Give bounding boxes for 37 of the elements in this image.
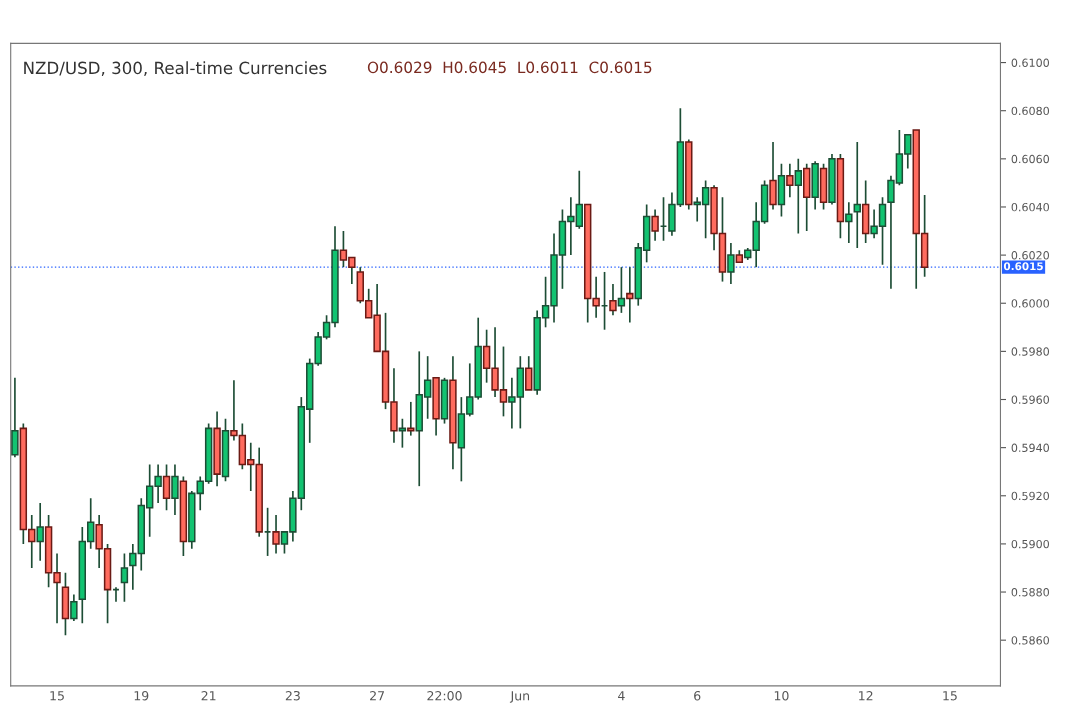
candlestick [70, 593, 78, 622]
candlestick [845, 201, 853, 244]
candlestick [171, 463, 179, 516]
y-tick-label: 0.6020 [1011, 251, 1050, 260]
y-tick-label: 0.5880 [1011, 588, 1050, 597]
x-tick-label: 12 [859, 690, 873, 701]
x-tick-label: 19 [134, 690, 149, 701]
x-tick-label: 6 [694, 690, 701, 701]
x-tick-label: Jun [509, 691, 530, 703]
y-tick-label: 0.5900 [1011, 539, 1050, 549]
x-tick-label: 15 [50, 691, 64, 701]
y-tick-label: 0.5860 [1011, 636, 1050, 645]
candlestick [36, 502, 44, 562]
y-tick-label: 0.6060 [1011, 154, 1050, 164]
x-tick-label: 23 [285, 690, 300, 701]
candlestick [853, 141, 861, 249]
y-tick-label: 0.5980 [1011, 347, 1050, 356]
x-tick-label: 10 [774, 690, 789, 701]
y-tick-label: 0.6040 [1011, 202, 1050, 212]
y-tick-label: 0.6100 [1011, 58, 1050, 67]
x-tick-label: 4 [618, 691, 625, 701]
x-tick-label: 21 [201, 690, 216, 701]
annotation: O0.6029 H0.6045 L0.6011 C0.6015 [367, 61, 652, 74]
y-tick-label: 0.6080 [1011, 106, 1050, 116]
candlestick [398, 417, 407, 449]
candlestick [727, 242, 735, 285]
candlestick [794, 158, 803, 235]
y-tick-label: 0.5920 [1011, 491, 1050, 501]
y-tick-label: 0.5940 [1011, 443, 1050, 453]
y-tick-label: 0.5960 [1011, 395, 1050, 404]
ref-line-label: 0.6015 [1003, 262, 1043, 271]
text: NZD/USD, 300, Real-time Currencies [24, 61, 327, 76]
x-tick-label: 15 [943, 691, 957, 701]
candlestick [120, 552, 129, 603]
x-tick-label: 22:00 [427, 690, 462, 701]
y-tick-label: 0.6000 [1011, 299, 1050, 308]
x-tick-label: 27 [370, 690, 384, 701]
